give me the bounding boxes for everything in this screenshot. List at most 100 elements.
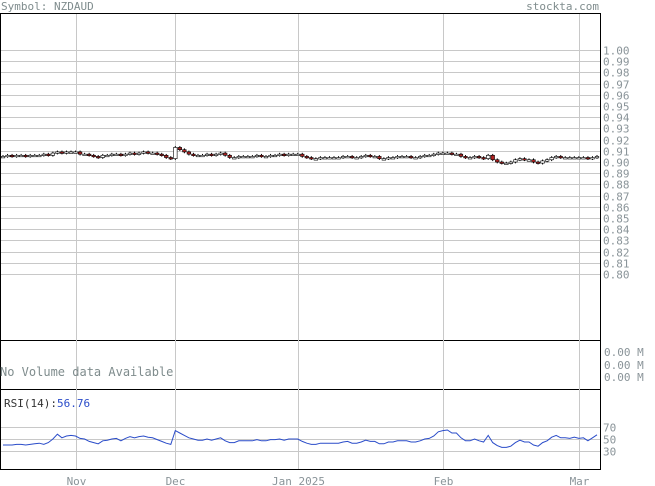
candle-body [322,157,328,160]
candle [164,153,169,159]
candle [96,155,101,159]
price-tick-label: 0.84 [603,224,630,237]
rsi-panel [0,389,601,470]
candle [567,156,572,160]
candle [422,153,427,158]
candle [191,152,196,157]
candle [295,152,300,156]
candle [19,153,24,158]
candle [372,155,377,159]
price-tick-label: 0.92 [603,135,630,148]
candle-body [476,156,482,159]
candle [118,152,124,157]
candle [105,153,110,158]
candle-body [277,153,282,156]
candle-body [250,156,255,159]
price-tick-label: 0.90 [603,157,630,170]
rsi-tick-label: 30 [603,446,616,459]
candle [37,153,42,158]
rsi-label: RSI(14):56.76 [4,397,90,410]
candle [209,152,214,157]
candle [368,153,373,158]
rsi-label-prefix: RSI(14): [4,397,57,410]
candle-body [404,156,409,159]
candle-body [150,152,155,155]
candle [300,152,305,158]
candle [272,153,278,158]
candle [386,156,391,160]
candle [331,156,337,160]
candle-body [508,161,513,164]
price-tick-label: 0.88 [603,179,630,192]
candle-body [549,157,554,161]
candle [340,155,346,159]
candle-body [594,156,600,159]
candle-body [168,157,173,160]
no-volume-message: No Volume data Available [0,365,173,379]
candle [436,151,441,156]
candle-body [436,152,441,155]
candle-body [372,156,377,159]
candle [182,148,187,154]
price-tick-label: 0.81 [603,258,630,271]
candle-body [204,153,210,156]
candle [463,155,468,159]
candle-body [390,157,396,160]
candle-body [454,153,459,156]
candle [476,155,482,159]
candle [431,152,436,157]
candle [313,157,318,161]
volume-tick: 0.00 M [604,371,644,384]
candle-body [295,153,300,156]
price-tick-label: 0.91 [603,146,630,159]
candle-body [395,156,400,159]
candle-body [37,154,42,158]
candle [522,157,527,162]
candlesticks [0,146,600,165]
candle-body [554,156,559,159]
candle [318,156,323,160]
candle-body [359,156,364,159]
candle [404,155,409,159]
candle-body [495,159,500,163]
candle [408,155,414,159]
candle-body [64,151,69,154]
candle [545,158,550,163]
candle-body [0,156,6,159]
candle [399,155,405,159]
candle-body [73,151,78,154]
candle [223,151,228,157]
candle-body [241,156,246,159]
candle [594,155,600,159]
candle [195,153,201,158]
candle-body [440,152,445,155]
price-tick-label: 0.95 [603,101,630,114]
rsi-line [3,429,598,448]
candle-body [218,152,223,155]
candle [218,151,223,156]
candle [535,160,541,165]
candle-body [227,154,232,158]
candle-body [223,152,228,156]
candle-body [535,161,541,164]
candle-body [195,154,201,158]
candle [28,153,33,158]
candle [540,159,545,165]
candle [268,153,273,158]
candle [449,151,455,156]
candle [445,151,450,155]
candle-body [531,159,536,163]
candle-body [123,153,128,156]
candle [327,156,332,160]
candle-body [236,156,241,159]
candle [155,151,160,156]
candle [563,156,568,160]
candle-body [182,149,187,153]
candle [504,161,509,165]
candle [590,156,595,160]
candle-body [41,153,46,156]
candle-body [567,157,572,160]
candle-body [132,152,137,155]
price-panel [0,13,601,341]
